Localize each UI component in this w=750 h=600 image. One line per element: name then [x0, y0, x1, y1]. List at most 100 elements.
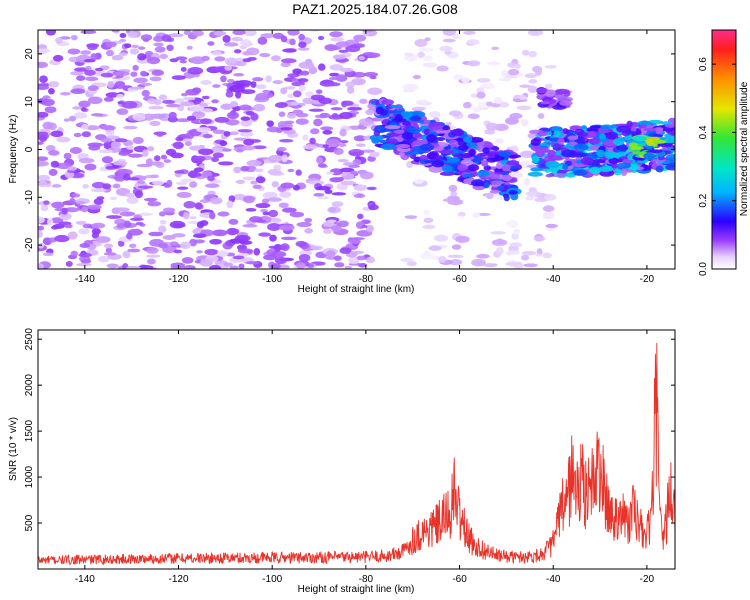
spectrogram-cell	[574, 128, 585, 136]
spectrogram-cell	[419, 143, 435, 152]
spectrogram-cell	[330, 107, 343, 111]
colorbar-tick-label: 0.0	[698, 262, 709, 276]
spectrogram-cell	[527, 171, 543, 177]
spectrogram-cell	[243, 138, 255, 146]
spectrogram-cell	[192, 155, 206, 162]
spectrogram-cell	[298, 33, 306, 41]
spectrogram-cell	[298, 253, 311, 262]
spectrogram-cell	[198, 144, 205, 148]
spectrogram-cell	[530, 138, 542, 146]
spectrogram-cell	[67, 166, 78, 171]
spectrogram-cell	[545, 173, 553, 178]
spectrogram-cell	[387, 138, 399, 145]
spectrogram-cell	[106, 263, 119, 269]
spectrogram-cell	[111, 54, 124, 61]
spectrogram-cell	[82, 184, 90, 189]
spectrogram-cell	[422, 224, 436, 230]
spectrogram-cell	[415, 99, 429, 105]
spectrogram-cell	[652, 134, 664, 138]
chart-title: PAZ1.2025.184.07.26.G08	[292, 1, 458, 17]
spectrogram-cell	[131, 44, 139, 49]
spectrogram-cell	[87, 85, 99, 92]
spectrogram-cell	[450, 191, 458, 197]
spectrogram-cell	[123, 220, 132, 228]
spectrogram-cell	[124, 43, 132, 49]
spectrogram-cell	[48, 87, 55, 95]
spectrogram-cell	[284, 86, 296, 90]
x-tick-label: -100	[262, 274, 282, 285]
spectrogram-cell	[262, 211, 270, 216]
spectrogram-cell	[366, 52, 381, 58]
spectrogram-cell	[438, 255, 447, 263]
spectrogram-cell	[38, 111, 49, 118]
spectrogram-cell	[616, 125, 631, 133]
spectrogram-cell	[330, 37, 345, 42]
spectrogram-cell	[537, 113, 545, 119]
spectrogram-cell	[175, 181, 188, 185]
spectrogram-cell	[90, 53, 98, 61]
spectrogram-cell	[152, 180, 165, 186]
spectrogram-cell	[109, 196, 118, 200]
spectrogram-cell	[520, 118, 529, 127]
spectrogram-cell	[404, 215, 418, 219]
spectrogram-cell	[297, 47, 310, 51]
spectrogram-cell	[341, 100, 354, 106]
spectrogram-cell	[429, 111, 441, 118]
spectrogram-cell	[200, 80, 212, 86]
spectrogram-cell	[337, 220, 349, 228]
spectrogram-cell	[455, 235, 470, 243]
spectrogram-cell	[267, 197, 282, 202]
spectrogram-cell	[280, 87, 288, 95]
spectrogram-cell	[260, 208, 268, 213]
spectrogram-cell	[613, 138, 625, 146]
spectrogram-cell	[114, 71, 130, 76]
spectrogram-cell	[217, 250, 229, 257]
spectrogram-cell	[61, 207, 68, 215]
spectrogram-cell	[204, 248, 219, 256]
spectrogram-cell	[242, 223, 258, 228]
spectrogram-cell	[40, 205, 49, 212]
spectrogram-cell	[295, 262, 306, 269]
spectrogram-cell	[359, 98, 368, 104]
spectrogram-cell	[428, 245, 442, 252]
spectrogram-cell	[510, 171, 523, 179]
spectrogram-cell	[555, 172, 566, 177]
spectrogram-cell	[439, 149, 455, 155]
spectrogram-cell	[442, 30, 457, 36]
spectrogram-cell	[105, 247, 112, 254]
spectrogram-cell	[128, 153, 144, 158]
spectrogram-cell	[406, 261, 418, 267]
spectrogram-cell	[116, 108, 129, 115]
spectrogram-cell	[137, 53, 147, 61]
spectrogram-cell	[361, 30, 374, 33]
spectrogram-cell	[183, 264, 196, 269]
spectrogram-cell	[255, 202, 271, 209]
spectrogram-cell	[235, 60, 247, 67]
spectrogram-cell	[537, 130, 548, 137]
spectrogram-cell	[179, 59, 187, 64]
spectrogram-cell	[495, 247, 504, 255]
spectrogram-cell	[482, 147, 490, 154]
spectrogram-cell	[226, 200, 234, 209]
spectrogram-cell	[284, 120, 295, 125]
spectrogram-cell	[253, 103, 266, 112]
spectrogram-cell	[322, 129, 333, 135]
spectrogram-cell	[376, 125, 384, 132]
spectrogram-cell	[196, 127, 211, 133]
spectrogram-cell	[81, 131, 91, 138]
spectrogram-cell	[83, 58, 96, 63]
spectrogram-cell	[229, 265, 239, 269]
spectrogram-cell	[419, 159, 430, 165]
spectrogram-cell	[328, 46, 342, 50]
spectrogram-cell	[326, 219, 337, 223]
spectrogram-cell	[358, 55, 366, 61]
spectrogram-cell	[45, 30, 57, 36]
spectrogram-cell	[181, 256, 194, 264]
spectrogram-cell	[460, 159, 474, 166]
spectrogram-cell	[491, 46, 500, 51]
spectrogram-cell	[308, 108, 324, 112]
spectrogram-cell	[50, 217, 64, 224]
spectrogram-cell	[245, 110, 255, 116]
spectrogram-cell	[553, 130, 561, 138]
spectrogram-cell	[527, 30, 544, 36]
